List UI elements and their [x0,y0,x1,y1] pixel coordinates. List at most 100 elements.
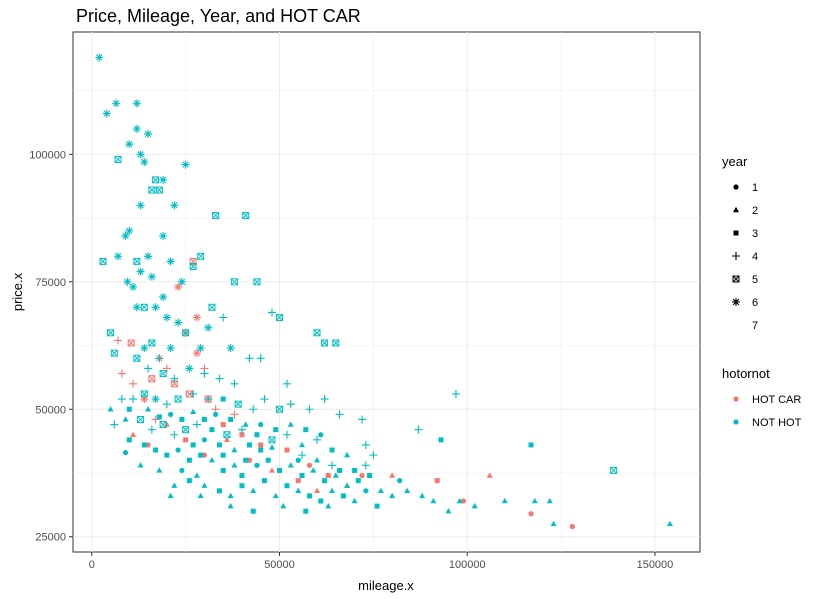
data-point [140,390,148,398]
panel-border [72,31,701,553]
data-point [201,482,208,488]
data-point [223,431,231,439]
data-point [114,336,123,345]
data-point [155,354,164,363]
data-point [216,442,222,448]
data-point [190,442,196,448]
data-point [361,440,370,449]
x-tick-label: 150000 [637,559,674,571]
data-point [159,231,168,240]
data-point [318,498,324,504]
legend-key-year [733,184,739,190]
data-point [136,267,145,276]
legend-label-year: 4 [752,251,758,263]
data-point [208,457,215,463]
data-point [249,405,258,414]
data-point [156,414,162,420]
data-point [374,503,380,509]
chart-title: Price, Mileage, Year, and HOT CAR [76,6,361,26]
data-point [121,231,130,240]
data-point [156,467,163,473]
data-point [136,201,145,210]
data-point [198,452,204,458]
data-point [313,329,321,337]
data-point [352,467,358,473]
data-point [471,502,478,509]
legend-key-hotornot [733,396,739,402]
data-point [140,344,149,353]
data-point [220,467,226,473]
data-point [243,457,249,463]
legend-key-hotornot [733,419,739,425]
legend-key-year [732,298,740,306]
data-point [261,478,267,484]
data-point [666,520,673,527]
data-point [132,124,141,133]
data-point [404,487,411,494]
data-point [242,212,250,220]
data-point [147,425,156,434]
data-point [148,186,156,194]
data-point [208,303,216,311]
data-point [528,511,534,517]
legend-key-year [733,206,739,213]
data-point [329,447,335,453]
data-point [369,451,378,460]
data-point [132,99,141,108]
data-point [299,473,305,479]
data-point [329,487,336,494]
data-point [107,329,115,337]
data-point [231,462,238,468]
data-point [231,446,238,453]
data-point [151,395,160,404]
data-point [256,354,265,363]
data-point [253,278,261,286]
axes: 0 50000 100000 150000 25000 50000 75000 100000 [29,149,673,571]
data-point [258,421,264,428]
legend-label-hotornot: HOT CAR [752,394,801,406]
data-point [166,257,175,266]
data-point [189,389,198,398]
data-point [280,502,287,509]
data-point [275,405,283,413]
data-point [299,441,306,448]
data-point [275,313,283,321]
data-point [332,339,340,347]
data-point [159,293,168,302]
data-point [531,497,538,504]
data-point [201,437,208,443]
data-point [197,252,205,260]
data-point [151,303,160,312]
data-point [201,416,207,422]
color-legend: HOT CAR NOT HOT [733,394,802,429]
data-point [276,467,282,473]
data-point [227,492,234,499]
data-point [170,201,179,210]
data-point [359,472,365,479]
data-point [159,370,167,378]
data-point [190,408,197,415]
data-point [204,395,213,404]
data-point [245,354,254,363]
data-point [351,497,358,504]
data-point [117,395,126,404]
data-point [129,395,138,404]
data-point [183,437,189,443]
data-point [175,447,181,453]
data-point [179,467,185,474]
data-point [167,492,174,499]
data-point [337,467,343,473]
data-point [230,410,239,419]
data-point [335,410,344,419]
legend-title-hotornot: hotornot [722,366,770,381]
data-point [189,263,197,271]
data-point [355,478,361,484]
data-point [550,520,557,527]
data-point [114,252,123,261]
data-point [209,427,215,433]
data-point [313,435,322,444]
data-point [254,462,260,468]
data-point [314,457,321,463]
data-point [122,449,129,456]
legend-label-hotornot: NOT HOT [752,417,802,429]
